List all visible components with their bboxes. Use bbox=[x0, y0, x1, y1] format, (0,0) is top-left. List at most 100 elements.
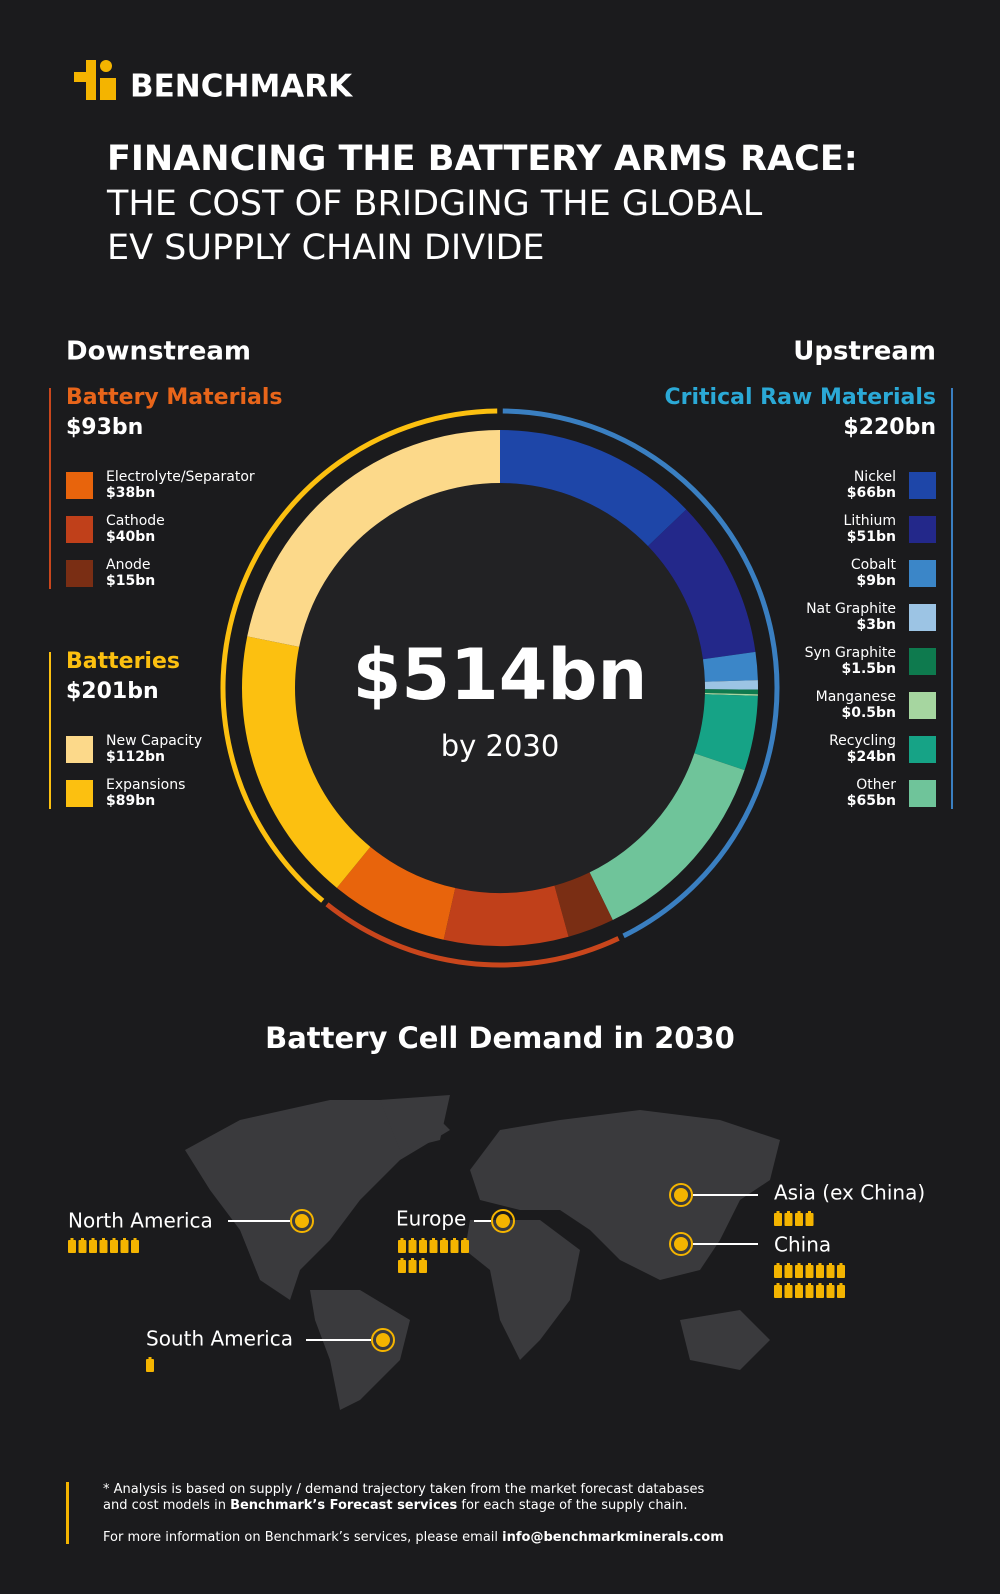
battery-tip bbox=[91, 1238, 95, 1240]
battery-tip bbox=[808, 1211, 811, 1213]
legend-name: Lithium bbox=[844, 513, 896, 529]
legend-value: $38bn bbox=[106, 485, 155, 501]
region-marker bbox=[496, 1214, 510, 1228]
region-marker bbox=[376, 1333, 390, 1347]
world-map bbox=[185, 1095, 780, 1410]
battery-tip bbox=[797, 1211, 801, 1213]
battery-icon bbox=[826, 1285, 835, 1298]
donut-segment bbox=[702, 651, 758, 682]
group-value: $93bn bbox=[66, 415, 143, 440]
group-name: Batteries bbox=[66, 649, 180, 674]
donut-segment bbox=[247, 430, 500, 647]
battery-icon bbox=[99, 1240, 108, 1253]
battery-tip bbox=[839, 1283, 843, 1285]
legend-swatch bbox=[909, 692, 936, 719]
battery-tip bbox=[808, 1263, 811, 1265]
battery-icon bbox=[784, 1265, 793, 1278]
battery-icon bbox=[784, 1285, 793, 1298]
donut-segment bbox=[241, 636, 371, 888]
battery-tip bbox=[776, 1283, 780, 1285]
battery-icon bbox=[68, 1240, 76, 1253]
region-marker bbox=[674, 1188, 688, 1202]
battery-tip bbox=[776, 1263, 780, 1265]
group-value: $220bn bbox=[843, 415, 936, 440]
legend-value: $15bn bbox=[106, 573, 155, 589]
region-marker-ring bbox=[371, 1328, 395, 1352]
battery-icon bbox=[805, 1213, 814, 1226]
battery-cells bbox=[774, 1263, 845, 1298]
battery-icon bbox=[398, 1260, 406, 1273]
group-name: Critical Raw Materials bbox=[665, 385, 937, 410]
battery-icon bbox=[837, 1285, 845, 1298]
battery-icon bbox=[784, 1213, 793, 1226]
battery-icon bbox=[440, 1240, 448, 1253]
legend-name: New Capacity bbox=[106, 733, 202, 749]
battery-cells bbox=[68, 1238, 139, 1253]
logo-icon bbox=[74, 60, 116, 100]
battery-icon bbox=[429, 1240, 438, 1253]
region-marker bbox=[295, 1214, 309, 1228]
battery-tip bbox=[421, 1238, 425, 1240]
battery-tip bbox=[787, 1211, 790, 1213]
donut-segment bbox=[443, 885, 569, 947]
legend-value: $112bn bbox=[106, 749, 165, 765]
battery-cells bbox=[774, 1211, 814, 1226]
region-marker bbox=[674, 1237, 688, 1251]
battery-icon bbox=[131, 1240, 139, 1253]
region-name: China bbox=[774, 1233, 831, 1257]
battery-icon bbox=[398, 1240, 406, 1253]
donut-segment bbox=[554, 872, 613, 937]
logo-text: BENCHMARK bbox=[130, 69, 353, 105]
battery-icon bbox=[805, 1265, 814, 1278]
battery-tip bbox=[123, 1238, 126, 1240]
battery-icon bbox=[795, 1265, 803, 1278]
legend-value: $24bn bbox=[847, 749, 896, 765]
donut-segment bbox=[694, 694, 758, 771]
battery-tip bbox=[81, 1238, 84, 1240]
battery-tip bbox=[411, 1258, 414, 1260]
group-ring bbox=[325, 902, 620, 968]
battery-icon bbox=[408, 1260, 417, 1273]
battery-tip bbox=[453, 1238, 456, 1240]
battery-tip bbox=[432, 1238, 435, 1240]
battery-tip bbox=[829, 1283, 832, 1285]
donut-segment bbox=[589, 753, 745, 921]
region-marker-ring bbox=[669, 1183, 693, 1207]
legend-name: Electrolyte/Separator bbox=[106, 469, 255, 485]
donut-segment bbox=[500, 430, 687, 547]
battery-tip bbox=[787, 1263, 790, 1265]
footer-contact: For more information on Benchmark’s serv… bbox=[103, 1530, 724, 1545]
legend-swatch bbox=[66, 736, 93, 763]
legend-name: Nickel bbox=[854, 469, 896, 485]
battery-tip bbox=[400, 1238, 404, 1240]
legend-value: $9bn bbox=[857, 573, 896, 589]
battery-icon bbox=[419, 1260, 427, 1273]
battery-icon bbox=[774, 1285, 782, 1298]
region-marker-ring bbox=[491, 1209, 515, 1233]
legend-value: $65bn bbox=[847, 793, 896, 809]
region-name: Europe bbox=[396, 1207, 466, 1231]
left-heading: Downstream bbox=[66, 337, 251, 367]
total-note: by 2030 bbox=[441, 729, 560, 763]
legend-swatch bbox=[909, 736, 936, 763]
battery-icon bbox=[837, 1265, 845, 1278]
legend-value: $40bn bbox=[106, 529, 155, 545]
legend-name: Recycling bbox=[829, 733, 896, 749]
battery-tip bbox=[818, 1263, 822, 1265]
battery-tip bbox=[787, 1283, 790, 1285]
battery-icon bbox=[826, 1265, 835, 1278]
legend-name: Syn Graphite bbox=[805, 645, 896, 661]
legend-name: Anode bbox=[106, 557, 151, 573]
battery-tip bbox=[463, 1238, 467, 1240]
battery-tip bbox=[839, 1263, 843, 1265]
battery-tip bbox=[400, 1258, 404, 1260]
battery-tip bbox=[797, 1263, 801, 1265]
legend-swatch bbox=[66, 560, 93, 587]
donut-segment bbox=[648, 509, 756, 660]
battery-cells bbox=[146, 1357, 154, 1372]
battery-icon bbox=[461, 1240, 469, 1253]
title-line: THE COST OF BRIDGING THE GLOBAL bbox=[106, 184, 763, 224]
battery-icon bbox=[408, 1240, 417, 1253]
